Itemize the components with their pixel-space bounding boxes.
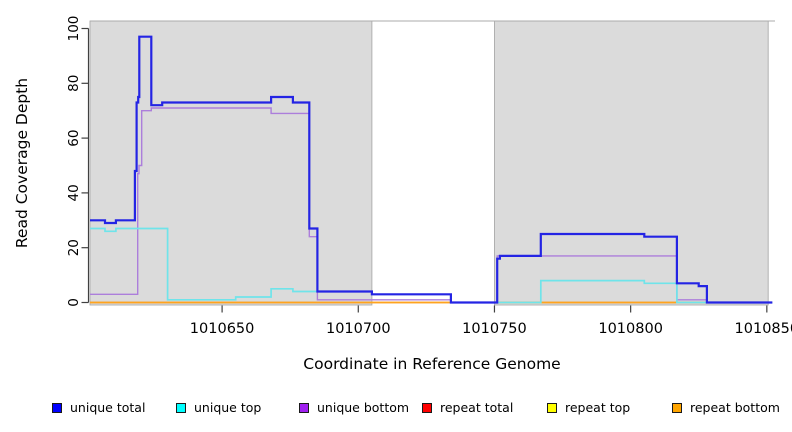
legend-label: repeat bottom [690,400,780,415]
legend-swatch-repeat-total [422,402,432,413]
y-axis-title: Read Coverage Depth [13,78,31,248]
legend-item-repeat-bottom: repeat bottom [672,400,780,415]
legend-item-unique-total: unique total [52,400,145,415]
x-tick-label: 1010800 [598,321,663,337]
legend-item-unique-top: unique top [176,400,261,415]
y-tick-label: 40 [66,184,82,201]
legend-swatch-repeat-bottom [672,402,682,413]
x-tick-label: 1010850 [735,321,792,337]
legend-swatch-unique-bottom [299,402,309,413]
coverage-plot: 0 20 40 60 80 100 1010650 1010700 1010750 1010800… [13,16,792,373]
legend-item-repeat-top: repeat top [547,400,630,415]
y-tick-label: 20 [66,239,82,256]
legend-swatch-unique-top [176,402,186,413]
x-tick-label: 1010650 [190,321,255,337]
series-unique-top [90,227,773,304]
legend-swatch-repeat-top [547,402,557,413]
shaded-region [89,20,373,306]
y-tick-label: 0 [66,298,82,307]
shaded-region [494,20,769,306]
legend-label: unique bottom [317,400,410,415]
y-tick-label: 60 [66,130,82,147]
legend: unique total unique top unique bottom re… [0,396,792,426]
x-tick-label: 1010750 [462,321,527,337]
y-tick-label: 80 [66,75,82,92]
legend-label: repeat top [565,400,631,415]
legend-item-repeat-total: repeat total [422,400,513,415]
plot-generated-layer: 0 20 40 60 80 100 1010650 1010700 1010750 1010800… [66,16,792,337]
legend-item-unique-bottom: unique bottom [299,400,409,415]
x-tick-label: 1010700 [326,321,391,337]
legend-swatch-unique-total [52,402,62,413]
series-unique-total [90,35,773,304]
legend-label: repeat total [440,400,514,415]
legend-label: unique top [194,400,262,415]
y-tick-label: 100 [66,16,82,42]
x-axis-title: Coordinate in Reference Genome [303,355,560,373]
legend-label: unique total [70,400,146,415]
